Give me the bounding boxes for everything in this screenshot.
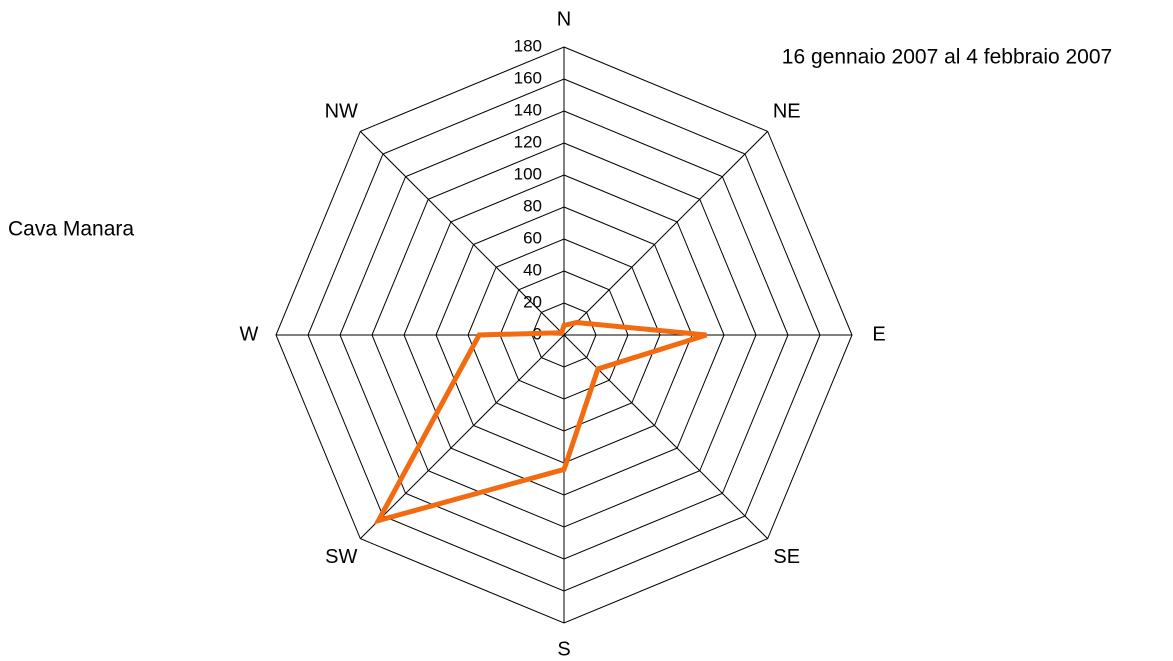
- r-tick-label: 20: [523, 292, 542, 311]
- category-label: NW: [325, 101, 358, 123]
- r-tick-label: 180: [514, 36, 542, 55]
- grid-line: [275, 46, 853, 624]
- category-label: E: [872, 323, 885, 345]
- category-label: SW: [325, 546, 357, 568]
- category-label: SE: [773, 546, 800, 568]
- category-label: W: [240, 323, 259, 345]
- legend-label: Cava Manara: [8, 218, 134, 241]
- spoke: [359, 130, 565, 336]
- category-label: N: [557, 8, 571, 30]
- r-tick-label: 140: [514, 100, 542, 119]
- grid-line: [499, 270, 629, 400]
- r-tick-label: 80: [523, 196, 542, 215]
- r-tick-label: 160: [514, 68, 542, 87]
- grid-line: [307, 78, 821, 592]
- grid-line: [371, 142, 757, 528]
- spoke: [563, 334, 769, 540]
- grid-line: [467, 238, 661, 432]
- spoke: [563, 130, 769, 336]
- grid-line: [403, 174, 725, 496]
- r-tick-label: 120: [514, 132, 542, 151]
- r-tick-label: 60: [523, 228, 542, 247]
- r-tick-label: 100: [514, 164, 542, 183]
- series-line: [373, 320, 708, 525]
- grid-line: [531, 302, 597, 368]
- chart-title: 16 gennaio 2007 al 4 febbraio 2007: [782, 46, 1112, 69]
- r-tick-label: 40: [523, 260, 542, 279]
- grid-line: [339, 110, 789, 560]
- spoke: [359, 334, 565, 540]
- category-label: S: [557, 638, 570, 660]
- category-label: NE: [773, 101, 801, 123]
